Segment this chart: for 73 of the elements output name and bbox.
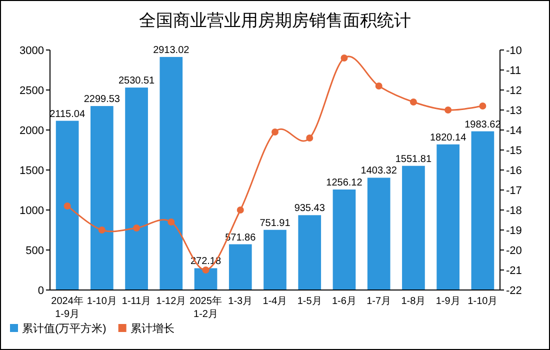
bar [228, 244, 252, 290]
x-tick-label: 1-3月 [228, 296, 253, 307]
point [340, 54, 348, 62]
bar [471, 131, 494, 290]
x-tick-label: 1-8月 [401, 296, 426, 307]
bar [367, 178, 390, 290]
y-tick-label: 3000 [20, 45, 44, 57]
data-label: 2530.51 [118, 76, 156, 87]
x-tick-label: 1-12月 [156, 296, 186, 307]
data-label: 2115.04 [50, 108, 86, 120]
y2-tick-label: -11 [506, 65, 522, 77]
y2-tick-label: -17 [506, 185, 522, 197]
y2-tick-label: -20 [506, 245, 522, 257]
y-tick-label: 1000 [20, 205, 44, 217]
y2-tick-label: -16 [506, 165, 522, 177]
y-tick-label: 2500 [20, 85, 44, 97]
point [202, 266, 210, 274]
y2-tick-label: -18 [506, 205, 522, 217]
x-tick-label: 1-5月 [297, 296, 322, 307]
bar [90, 106, 114, 290]
data-label: 1551.81 [395, 154, 432, 165]
data-label: 935.43 [294, 203, 326, 214]
point [272, 128, 278, 136]
data-label: 1983.62 [464, 119, 502, 130]
x-tick-label: 1-11月 [122, 296, 152, 307]
y-tick-label: 2000 [20, 125, 44, 137]
y-tick-label: 500 [26, 245, 44, 257]
x-tick-label: 1-6月 [332, 296, 356, 307]
x-tick-label: 2024年 1-9月 [51, 295, 84, 320]
y-tick-label: 1500 [20, 165, 44, 177]
point [98, 226, 106, 234]
y2-tick-label: -15 [506, 145, 522, 157]
y2-tick-label: -21 [506, 265, 522, 277]
y2-tick-label: -13 [506, 105, 522, 117]
data-label: 2913.02 [153, 44, 190, 56]
point [306, 134, 314, 142]
point [410, 98, 417, 106]
bar [402, 166, 425, 290]
point [375, 82, 382, 90]
y2-tick-label: -19 [506, 225, 522, 237]
y2-tick-label: -10 [506, 45, 522, 57]
legend-label: 累计值(万平方米) [22, 322, 106, 335]
bar [160, 56, 183, 290]
bar [194, 268, 218, 290]
point [479, 102, 486, 110]
x-tick-label: 2025年 1-2月 [190, 295, 222, 320]
data-label: 751.91 [260, 218, 291, 229]
x-tick-label: 1-7月 [366, 296, 392, 307]
y2-tick-label: -22 [506, 285, 522, 297]
y-tick-label: 0 [38, 285, 44, 297]
y2-tick-label: -12 [506, 85, 522, 97]
data-label: 1256.12 [326, 178, 363, 189]
bar [56, 120, 79, 290]
bar [125, 88, 148, 290]
x-tick-label: 1-10月 [86, 296, 117, 307]
data-label: 1820.14 [430, 132, 467, 144]
bar [264, 230, 286, 290]
point [168, 218, 175, 226]
bar [436, 144, 460, 290]
bar [332, 190, 356, 290]
y2-tick-label: -14 [506, 125, 522, 137]
data-label: 2299.53 [84, 94, 120, 106]
point [236, 206, 244, 214]
bar [298, 215, 322, 290]
x-tick-label: 1-9月 [436, 296, 460, 307]
data-label: 1403.32 [360, 166, 398, 177]
chart-title: 全国商业营业用房期房销售面积统计 [139, 11, 411, 30]
point [444, 106, 452, 114]
point [133, 224, 140, 232]
x-tick-label: 1-10月 [468, 296, 498, 307]
point [64, 202, 71, 210]
legend-label: 累计增长 [130, 322, 174, 335]
x-tick-label: 1-4月 [262, 296, 288, 307]
